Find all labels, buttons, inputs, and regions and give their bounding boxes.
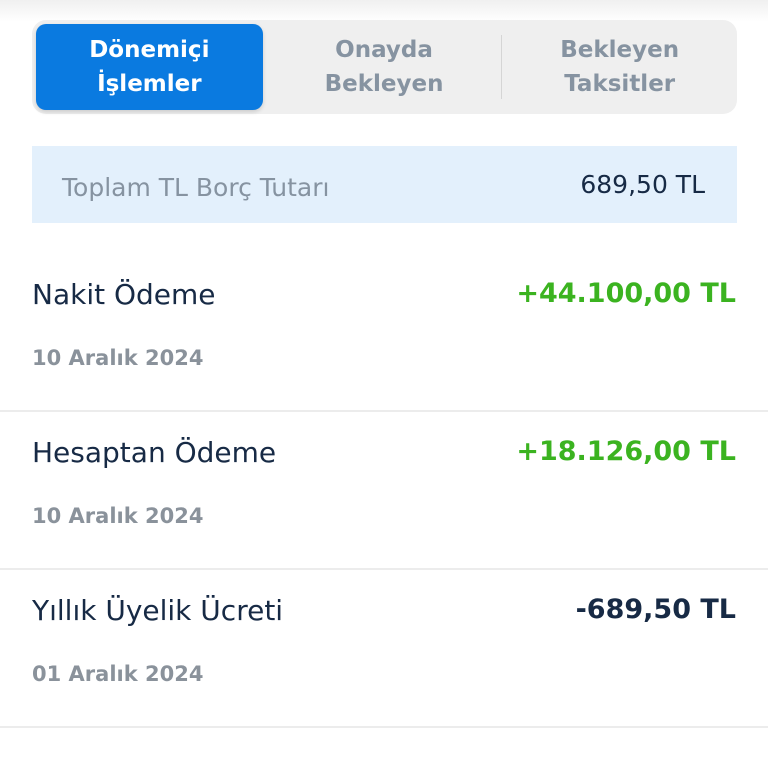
transaction-row[interactable]: Hesaptan Ödeme +18.126,00 TL 10 Aralık 2… xyxy=(0,412,768,570)
transaction-row[interactable]: Yıllık Üyelik Ücreti -689,50 TL 01 Aralı… xyxy=(0,570,768,728)
transaction-title: Yıllık Üyelik Ücreti xyxy=(32,594,284,627)
header-shadow xyxy=(0,0,768,22)
transaction-amount: +18.126,00 TL xyxy=(516,436,736,467)
tab-label: Onayda xyxy=(335,37,433,63)
tab-onayda-bekleyen[interactable]: Onayda Bekleyen xyxy=(271,24,498,110)
total-debt-value: 689,50 TL xyxy=(580,170,705,199)
tab-donemici-islemler[interactable]: Dönemiçi İşlemler xyxy=(36,24,263,110)
tab-label: Bekleyen xyxy=(324,71,444,97)
transaction-amount: -689,50 TL xyxy=(575,594,736,625)
tab-label: İşlemler xyxy=(97,71,202,97)
transaction-date: 01 Aralık 2024 xyxy=(32,662,204,686)
total-debt-banner: Toplam TL Borç Tutarı 689,50 TL xyxy=(32,146,737,223)
segmented-tabs: Dönemiçi İşlemler Onayda Bekleyen Bekleyen… xyxy=(32,20,737,114)
transaction-title: Nakit Ödeme xyxy=(32,278,216,311)
tab-bekleyen-taksitler[interactable]: Bekleyen Taksitler xyxy=(506,24,733,110)
transaction-amount: +44.100,00 TL xyxy=(516,278,736,309)
tab-label: Bekleyen xyxy=(560,37,680,63)
tab-label: Taksitler xyxy=(564,71,676,97)
tab-label: Dönemiçi xyxy=(89,37,210,63)
transaction-row[interactable]: Nakit Ödeme +44.100,00 TL 10 Aralık 2024 xyxy=(0,254,768,412)
transaction-date: 10 Aralık 2024 xyxy=(32,504,204,528)
tab-divider xyxy=(501,35,503,99)
total-debt-label: Toplam TL Borç Tutarı xyxy=(62,173,330,202)
transaction-title: Hesaptan Ödeme xyxy=(32,436,277,469)
transaction-date: 10 Aralık 2024 xyxy=(32,346,204,370)
